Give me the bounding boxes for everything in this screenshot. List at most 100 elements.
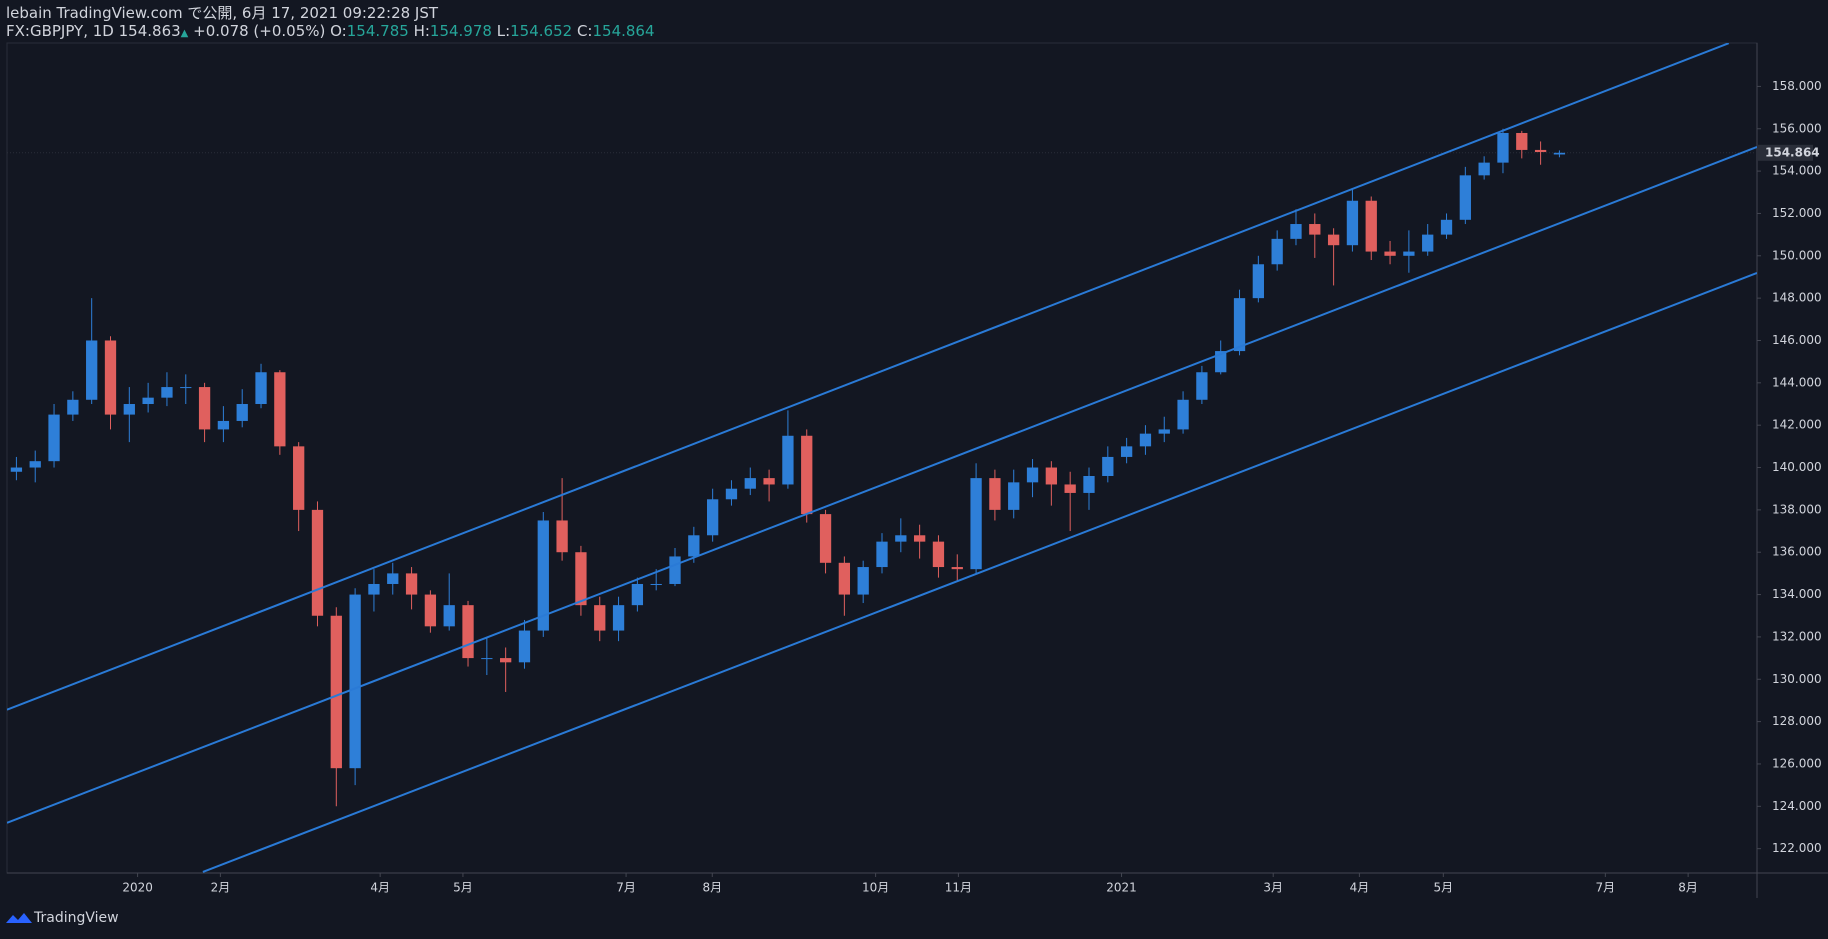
y-tick-label: 128.000 xyxy=(1772,714,1822,728)
candle-body xyxy=(255,372,267,405)
channel-line xyxy=(7,146,1757,824)
y-tick-label: 140.000 xyxy=(1772,460,1822,474)
candle-body xyxy=(1008,482,1020,510)
y-tick-label: 154.000 xyxy=(1772,164,1822,178)
candle-body xyxy=(1064,484,1076,493)
candle-body xyxy=(1478,162,1490,176)
candle-body xyxy=(443,605,455,627)
x-tick-label: 7月 xyxy=(1596,881,1616,895)
y-tick-label: 142.000 xyxy=(1772,418,1822,432)
y-tick-label: 146.000 xyxy=(1772,333,1822,347)
candle-body xyxy=(1045,467,1057,485)
candle-body xyxy=(838,562,851,595)
y-tick-label: 134.000 xyxy=(1772,587,1822,601)
candle-body xyxy=(744,478,756,489)
candle-body xyxy=(650,583,662,585)
y-tick-label: 130.000 xyxy=(1772,672,1822,686)
x-tick-label: 8月 xyxy=(1678,881,1698,895)
candle-body xyxy=(274,372,286,447)
x-tick-label: 8月 xyxy=(702,881,722,895)
change: +0.078 (+0.05%) xyxy=(193,22,326,40)
candle-body xyxy=(1534,149,1547,153)
candle-body xyxy=(217,420,230,430)
candle-body xyxy=(1309,224,1321,235)
candle-body xyxy=(500,658,512,663)
candle-body xyxy=(782,435,794,485)
symbol: FX:GBPJPY, 1D xyxy=(6,22,114,40)
candle-body xyxy=(236,404,248,421)
candle-body xyxy=(1177,399,1189,430)
logo-icon xyxy=(6,913,32,923)
candle-body xyxy=(612,605,625,631)
candle-body xyxy=(462,605,474,659)
y-tick-label: 138.000 xyxy=(1772,502,1822,516)
c-label: C: xyxy=(576,22,593,40)
y-tick-label: 122.000 xyxy=(1772,841,1822,855)
l-label: L: xyxy=(496,22,511,40)
candle-body xyxy=(518,630,531,663)
candle-body xyxy=(631,583,644,606)
candle-body xyxy=(575,552,587,606)
candle-body xyxy=(67,399,79,415)
candle-body xyxy=(161,387,173,398)
candle-body xyxy=(594,605,606,631)
candle-body xyxy=(537,520,549,631)
candle-body xyxy=(1271,238,1283,265)
price: 154.863 xyxy=(118,22,181,40)
candle-body xyxy=(104,340,117,415)
candle-body xyxy=(556,520,568,553)
candle-body xyxy=(895,535,907,542)
candle-body xyxy=(763,478,775,485)
candle-body xyxy=(857,567,869,595)
o-label: O: xyxy=(330,22,347,40)
candle-body xyxy=(1516,132,1528,150)
candle-body xyxy=(876,541,888,568)
candle-body xyxy=(1553,152,1566,155)
candle-body xyxy=(1327,234,1340,246)
candle-body xyxy=(1233,298,1246,352)
candle-body xyxy=(1497,132,1509,163)
candle-body xyxy=(951,567,963,570)
y-tick-label: 148.000 xyxy=(1772,291,1822,305)
x-tick-label: 10月 xyxy=(862,881,889,895)
candle-body xyxy=(1026,467,1039,483)
candle-body xyxy=(180,387,192,389)
channel-line xyxy=(202,272,1757,873)
x-tick-label: 4月 xyxy=(370,881,390,895)
y-tick-label: 156.000 xyxy=(1772,121,1822,135)
publish-line: lebain TradingView.com で公開, 6月 17, 2021 … xyxy=(6,4,438,22)
h-value: 154.978 xyxy=(429,22,492,40)
y-tick-label: 124.000 xyxy=(1772,799,1822,813)
channel-line xyxy=(7,43,1730,711)
o-value: 154.785 xyxy=(346,22,409,40)
candle-body xyxy=(819,514,832,563)
y-tick-label: 132.000 xyxy=(1772,629,1822,643)
h-label: H: xyxy=(413,22,430,40)
candle-body xyxy=(707,499,719,536)
candle-body xyxy=(1384,251,1396,256)
last-price-label: 154.864 xyxy=(1765,145,1820,159)
candle-body xyxy=(970,478,982,570)
c-value: 154.864 xyxy=(592,22,655,40)
candle-body xyxy=(1158,429,1170,434)
y-tick-label: 158.000 xyxy=(1772,79,1822,93)
candle-body xyxy=(29,461,41,468)
y-tick-label: 126.000 xyxy=(1772,756,1822,770)
candle-body xyxy=(1346,200,1359,246)
x-tick-label: 3月 xyxy=(1263,881,1283,895)
plot-frame xyxy=(6,42,1758,874)
arrow: ▲ xyxy=(180,28,189,39)
candle-body xyxy=(1120,446,1133,457)
candle-body xyxy=(1422,234,1434,252)
candle-body xyxy=(86,340,98,400)
footer-brand: TradingView xyxy=(34,910,119,926)
candle-body xyxy=(293,446,305,510)
candle-body xyxy=(424,594,437,627)
candle-body xyxy=(48,414,60,462)
publish-text: lebain TradingView.com で公開, 6月 17, 2021 … xyxy=(6,4,439,22)
candle-body xyxy=(142,397,154,405)
candle-body xyxy=(1403,251,1415,256)
x-tick-label: 5月 xyxy=(1433,881,1453,895)
